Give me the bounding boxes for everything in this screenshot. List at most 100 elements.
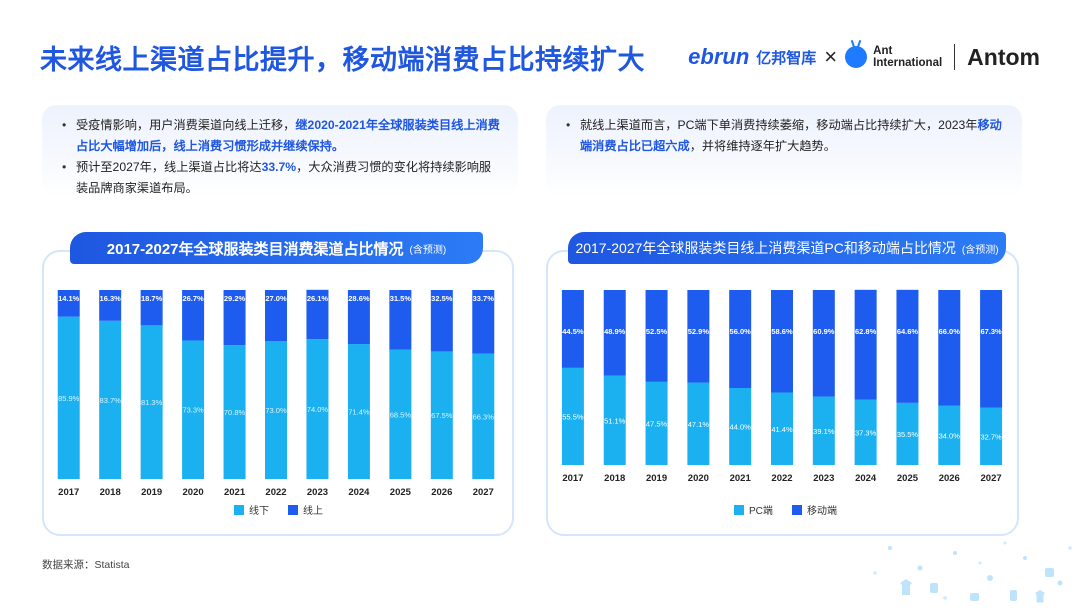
bar-线下-2019	[140, 325, 163, 479]
x-tick-label-2021: 2021	[730, 473, 752, 484]
bar-移动端-2018	[603, 290, 626, 376]
chart-panel-right: 55.5% 44.5% 2017 51.1% 48.9% 2018 47.5% 52.5% 20…	[546, 250, 1019, 536]
note-right-bullet-1: 就线上渠道而言，PC端下单消费持续萎缩，移动端占比持续扩大，2023年移动端消费…	[564, 115, 1004, 157]
bar-线下-2026	[430, 351, 453, 479]
legend-swatch-线下	[234, 505, 244, 515]
data-label-PC端-2020: 47.1%	[688, 420, 710, 429]
data-label-线下-2021: 70.8%	[224, 408, 246, 417]
x-tick-label-2027: 2027	[473, 487, 494, 498]
x-tick-label-2022: 2022	[771, 473, 792, 484]
bar-线上-2025	[389, 290, 412, 350]
x-tick-label-2020: 2020	[688, 473, 709, 484]
bar-PC端-2022	[771, 392, 793, 465]
data-label-移动端-2022: 58.6%	[771, 327, 793, 336]
bar-线下-2022	[265, 341, 287, 479]
data-label-PC端-2027: 32.7%	[980, 432, 1002, 441]
data-label-线下-2025: 68.5%	[390, 410, 412, 419]
bar-PC端-2018	[603, 375, 626, 465]
bar-移动端-2024	[854, 289, 877, 400]
data-label-线上-2024: 28.6%	[348, 294, 370, 303]
chart-subtitle-left: (含预测)	[409, 244, 447, 256]
ebrun-logo: ebrun	[688, 44, 750, 69]
data-label-PC端-2017: 55.5%	[562, 412, 584, 421]
bar-线下-2024	[347, 344, 370, 479]
logo-divider	[954, 44, 956, 70]
bar-PC端-2020	[687, 382, 710, 465]
data-label-线下-2026: 67.5%	[431, 411, 453, 420]
data-label-PC端-2018: 51.1%	[604, 416, 626, 425]
data-label-PC端-2022: 41.4%	[771, 425, 793, 434]
antom-logo: Antom	[967, 43, 1040, 70]
bar-PC端-2017	[561, 367, 584, 465]
legend-label-线上: 线上	[303, 504, 323, 517]
data-source: 数据来源：Statista	[42, 559, 130, 571]
bar-PC端-2025	[896, 402, 919, 465]
bar-线下-2018	[99, 320, 122, 479]
x-tick-label-2019: 2019	[141, 487, 162, 498]
note-left-bullet-2: 预计至2027年，线上渠道占比将达33.7%，大众消费习惯的变化将持续影响服装品…	[60, 157, 500, 199]
bar-移动端-2017	[561, 290, 584, 368]
note-left-b2-highlight: 33.7%	[261, 160, 297, 174]
data-label-PC端-2019: 47.5%	[646, 419, 668, 428]
ant-international-logo: Ant International	[873, 45, 942, 69]
bar-移动端-2021	[729, 290, 752, 388]
data-label-移动端-2024: 62.8%	[855, 327, 877, 336]
bar-线上-2021	[223, 290, 246, 346]
data-label-线上-2019: 18.7%	[141, 294, 163, 303]
x-tick-label-2017: 2017	[58, 487, 79, 498]
bar-移动端-2023	[812, 290, 835, 397]
data-label-线上-2025: 31.5%	[390, 294, 412, 303]
data-label-移动端-2018: 48.9%	[604, 327, 626, 336]
bar-线上-2024	[347, 290, 370, 345]
bar-移动端-2027	[980, 290, 1003, 408]
x-tick-label-2021: 2021	[224, 487, 246, 498]
data-label-线下-2017: 85.9%	[58, 394, 80, 403]
ant-logo-line2: International	[873, 57, 943, 69]
data-label-PC端-2026: 34.0%	[939, 431, 961, 440]
note-left-bullet-1: 受疫情影响，用户消费渠道向线上迁移，继2020-2021年全球服装类目线上消费占…	[60, 115, 500, 157]
data-label-线上-2020: 26.7%	[182, 294, 204, 303]
data-label-移动端-2025: 64.6%	[897, 327, 919, 336]
data-label-PC端-2025: 35.5%	[897, 430, 919, 439]
ant-logo-icon	[845, 46, 868, 68]
legend-label-移动端: 移动端	[807, 504, 837, 517]
note-left: 受疫情影响，用户消费渠道向线上迁移，继2020-2021年全球服装类目线上消费占…	[42, 105, 518, 197]
bar-线上-2022	[265, 290, 287, 342]
bar-PC端-2023	[812, 396, 835, 465]
bar-线上-2017	[57, 290, 80, 317]
chart-title-left: 2017-2027年全球服装类目消费渠道占比情况 (含预测)	[70, 232, 483, 264]
bar-PC端-2027	[980, 407, 1003, 465]
note-left-b2-post: ，大众消费习惯的变化将持续影响服装品牌商家渠道布局。	[76, 160, 492, 195]
bar-PC端-2019	[645, 381, 668, 465]
bar-线上-2019	[140, 290, 163, 326]
chart-title-right-text: 2017-2027年全球服装类目线上消费渠道PC和移动端占比情况	[575, 240, 956, 256]
data-label-PC端-2024: 37.3%	[855, 428, 877, 437]
x-tick-label-2024: 2024	[855, 473, 877, 484]
bar-线下-2025	[389, 349, 412, 479]
bar-移动端-2020	[687, 290, 710, 383]
chart-subtitle-right: (含预测)	[961, 244, 999, 256]
x-tick-label-2022: 2022	[265, 487, 286, 498]
data-label-移动端-2021: 56.0%	[730, 327, 752, 336]
bar-线下-2027	[472, 353, 495, 479]
partner-logos: ebrun 亿邦智库 × Ant International Antom	[688, 40, 1040, 74]
x-tick-label-2018: 2018	[604, 473, 625, 484]
x-tick-label-2020: 2020	[183, 487, 204, 498]
data-label-线下-2020: 73.3%	[182, 406, 204, 415]
x-tick-label-2019: 2019	[646, 473, 667, 484]
bar-线上-2026	[430, 290, 453, 352]
legend-label-线下: 线下	[249, 504, 269, 517]
data-label-线上-2026: 32.5%	[431, 294, 453, 303]
data-label-线上-2017: 14.1%	[58, 294, 80, 303]
chart-panel-left: 85.9% 14.1% 2017 83.7% 16.3% 2018 81.3% 18.7% 20…	[42, 250, 514, 536]
data-label-线上-2022: 27.0%	[265, 294, 287, 303]
x-tick-label-2027: 2027	[981, 473, 1002, 484]
note-left-b1-highlight: 继2020-2021年全球服装类目线上消费占比大幅增加后，线上消费习惯形成并继续…	[76, 118, 500, 153]
data-label-线上-2027: 33.7%	[473, 294, 495, 303]
note-right-b1-post: ，并将维持逐年扩大趋势。	[689, 139, 836, 153]
x-tick-label-2025: 2025	[390, 487, 412, 498]
data-label-线下-2027: 66.3%	[473, 412, 495, 421]
chart-title-right: 2017-2027年全球服装类目线上消费渠道PC和移动端占比情况 (含预测)	[568, 232, 1006, 264]
legend-swatch-PC端	[734, 505, 744, 515]
bar-移动端-2022	[771, 290, 793, 393]
